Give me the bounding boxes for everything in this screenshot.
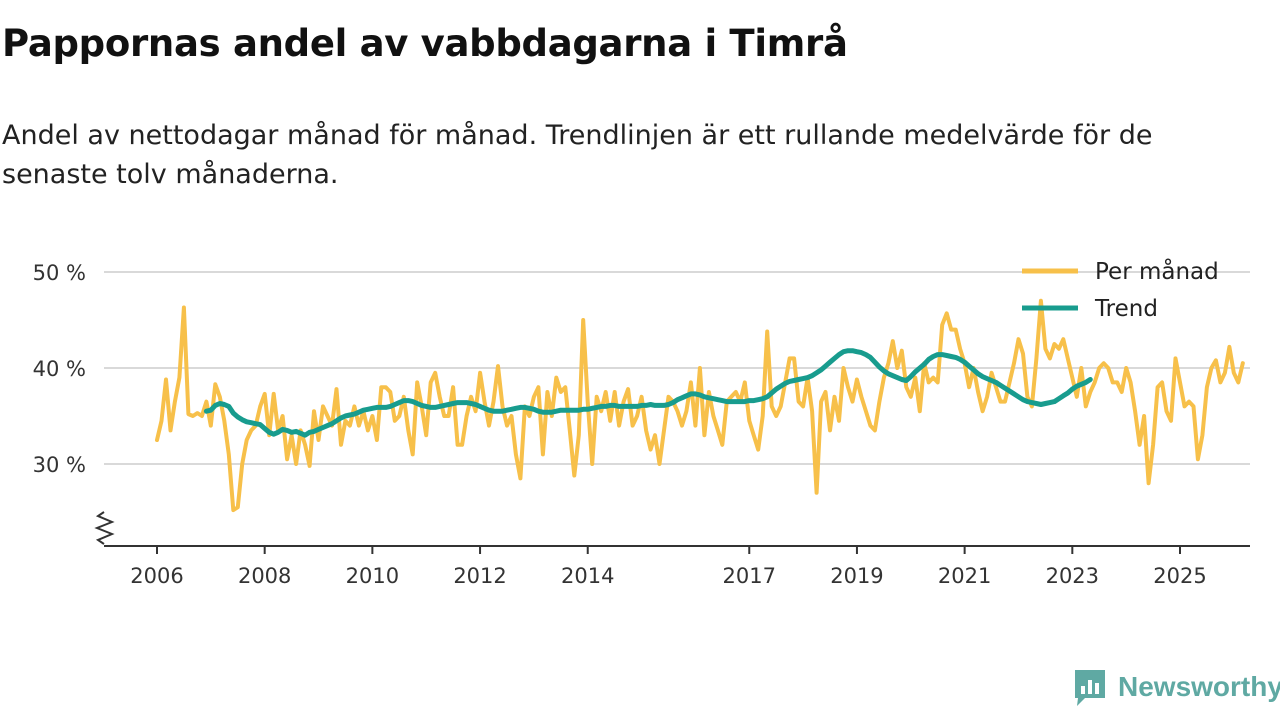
x-tick-label: 2012	[453, 564, 506, 588]
chart-title: Pappornas andel av vabbdagarna i Timrå	[2, 22, 848, 65]
y-tick-label: 30 %	[33, 453, 86, 477]
x-tick-label: 2019	[830, 564, 883, 588]
chart-subtitle: Andel av nettodagar månad för månad. Tre…	[2, 120, 1153, 190]
legend: Per månad Trend	[1022, 257, 1219, 322]
series-line-monthly	[155, 298, 1245, 513]
brand-name: Newsworthy	[1118, 671, 1280, 702]
series-line-trend	[203, 348, 1093, 438]
y-tick-label: 50 %	[33, 261, 86, 285]
x-tick-label: 2025	[1153, 564, 1206, 588]
x-tick-label: 2014	[561, 564, 614, 588]
legend-label: Per månad	[1095, 257, 1219, 285]
axis-break-icon	[94, 511, 115, 545]
x-tick-label: 2006	[130, 564, 183, 588]
brand: Newsworthy	[1072, 666, 1280, 708]
x-tick-label: 2017	[723, 564, 776, 588]
x-tick-label: 2023	[1046, 564, 1099, 588]
x-tick-label: 2010	[346, 564, 399, 588]
x-tick-label: 2021	[938, 564, 991, 588]
legend-label: Trend	[1094, 296, 1158, 322]
newsworthy-logo-icon	[1075, 670, 1105, 706]
x-tick-label: 2008	[238, 564, 291, 588]
plot-area	[155, 298, 1245, 513]
x-axis: 2006 2008 2010 2012 2014 2017 2019 2021 2023 2025	[94, 511, 1250, 588]
y-axis: 30 % 40 % 50 %	[33, 261, 86, 477]
y-tick-label: 40 %	[33, 357, 86, 381]
